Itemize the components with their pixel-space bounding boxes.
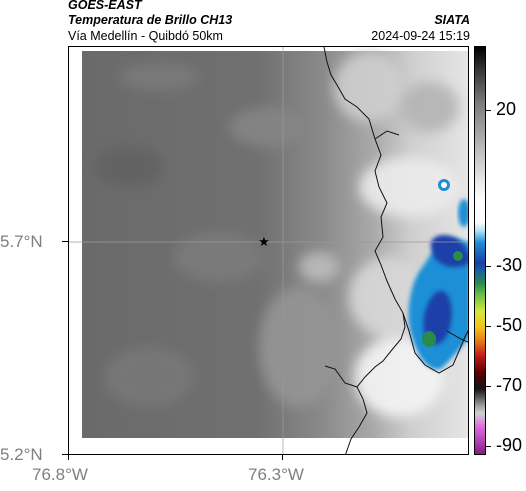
- colorbar-label: -90: [496, 435, 523, 455]
- colorbar-tick: [486, 446, 491, 447]
- lat-tick: [62, 241, 68, 242]
- datetime-label: 2024-09-24 15:19: [371, 29, 470, 43]
- map-panel[interactable]: ★: [68, 46, 469, 455]
- lon-label: 76.3°W: [248, 465, 304, 484]
- lat-label: 5.2°N: [0, 445, 43, 464]
- colorbar-tick: [486, 110, 491, 111]
- colorbar-label: 20: [496, 99, 517, 119]
- colorbar-label: -30: [496, 255, 523, 275]
- product-title: Temperatura de Brillo CH13: [68, 13, 233, 27]
- colorbar-label: -50: [496, 315, 523, 335]
- lon-label: 76.8°W: [32, 465, 88, 484]
- lat-tick: [62, 454, 68, 455]
- lon-tick: [282, 455, 283, 460]
- colorbar-tick: [486, 266, 491, 267]
- temperature-colorbar: [474, 46, 486, 455]
- region-label: Vía Medellín - Quibdó 50km: [68, 29, 223, 43]
- brightness-temperature-map: ★: [69, 47, 468, 454]
- star-icon[interactable]: ★: [258, 235, 270, 250]
- colorbar-tick: [486, 386, 491, 387]
- colorbar-tick: [486, 326, 491, 327]
- colorbar-label: -70: [496, 375, 523, 395]
- satellite-title: GOES-EAST: [68, 0, 142, 12]
- lat-label: 5.7°N: [0, 232, 43, 251]
- agency-label: SIATA: [434, 13, 470, 27]
- cold-cloud-tops: [408, 179, 468, 370]
- lon-tick: [68, 455, 69, 460]
- administrative-borders: [323, 47, 468, 454]
